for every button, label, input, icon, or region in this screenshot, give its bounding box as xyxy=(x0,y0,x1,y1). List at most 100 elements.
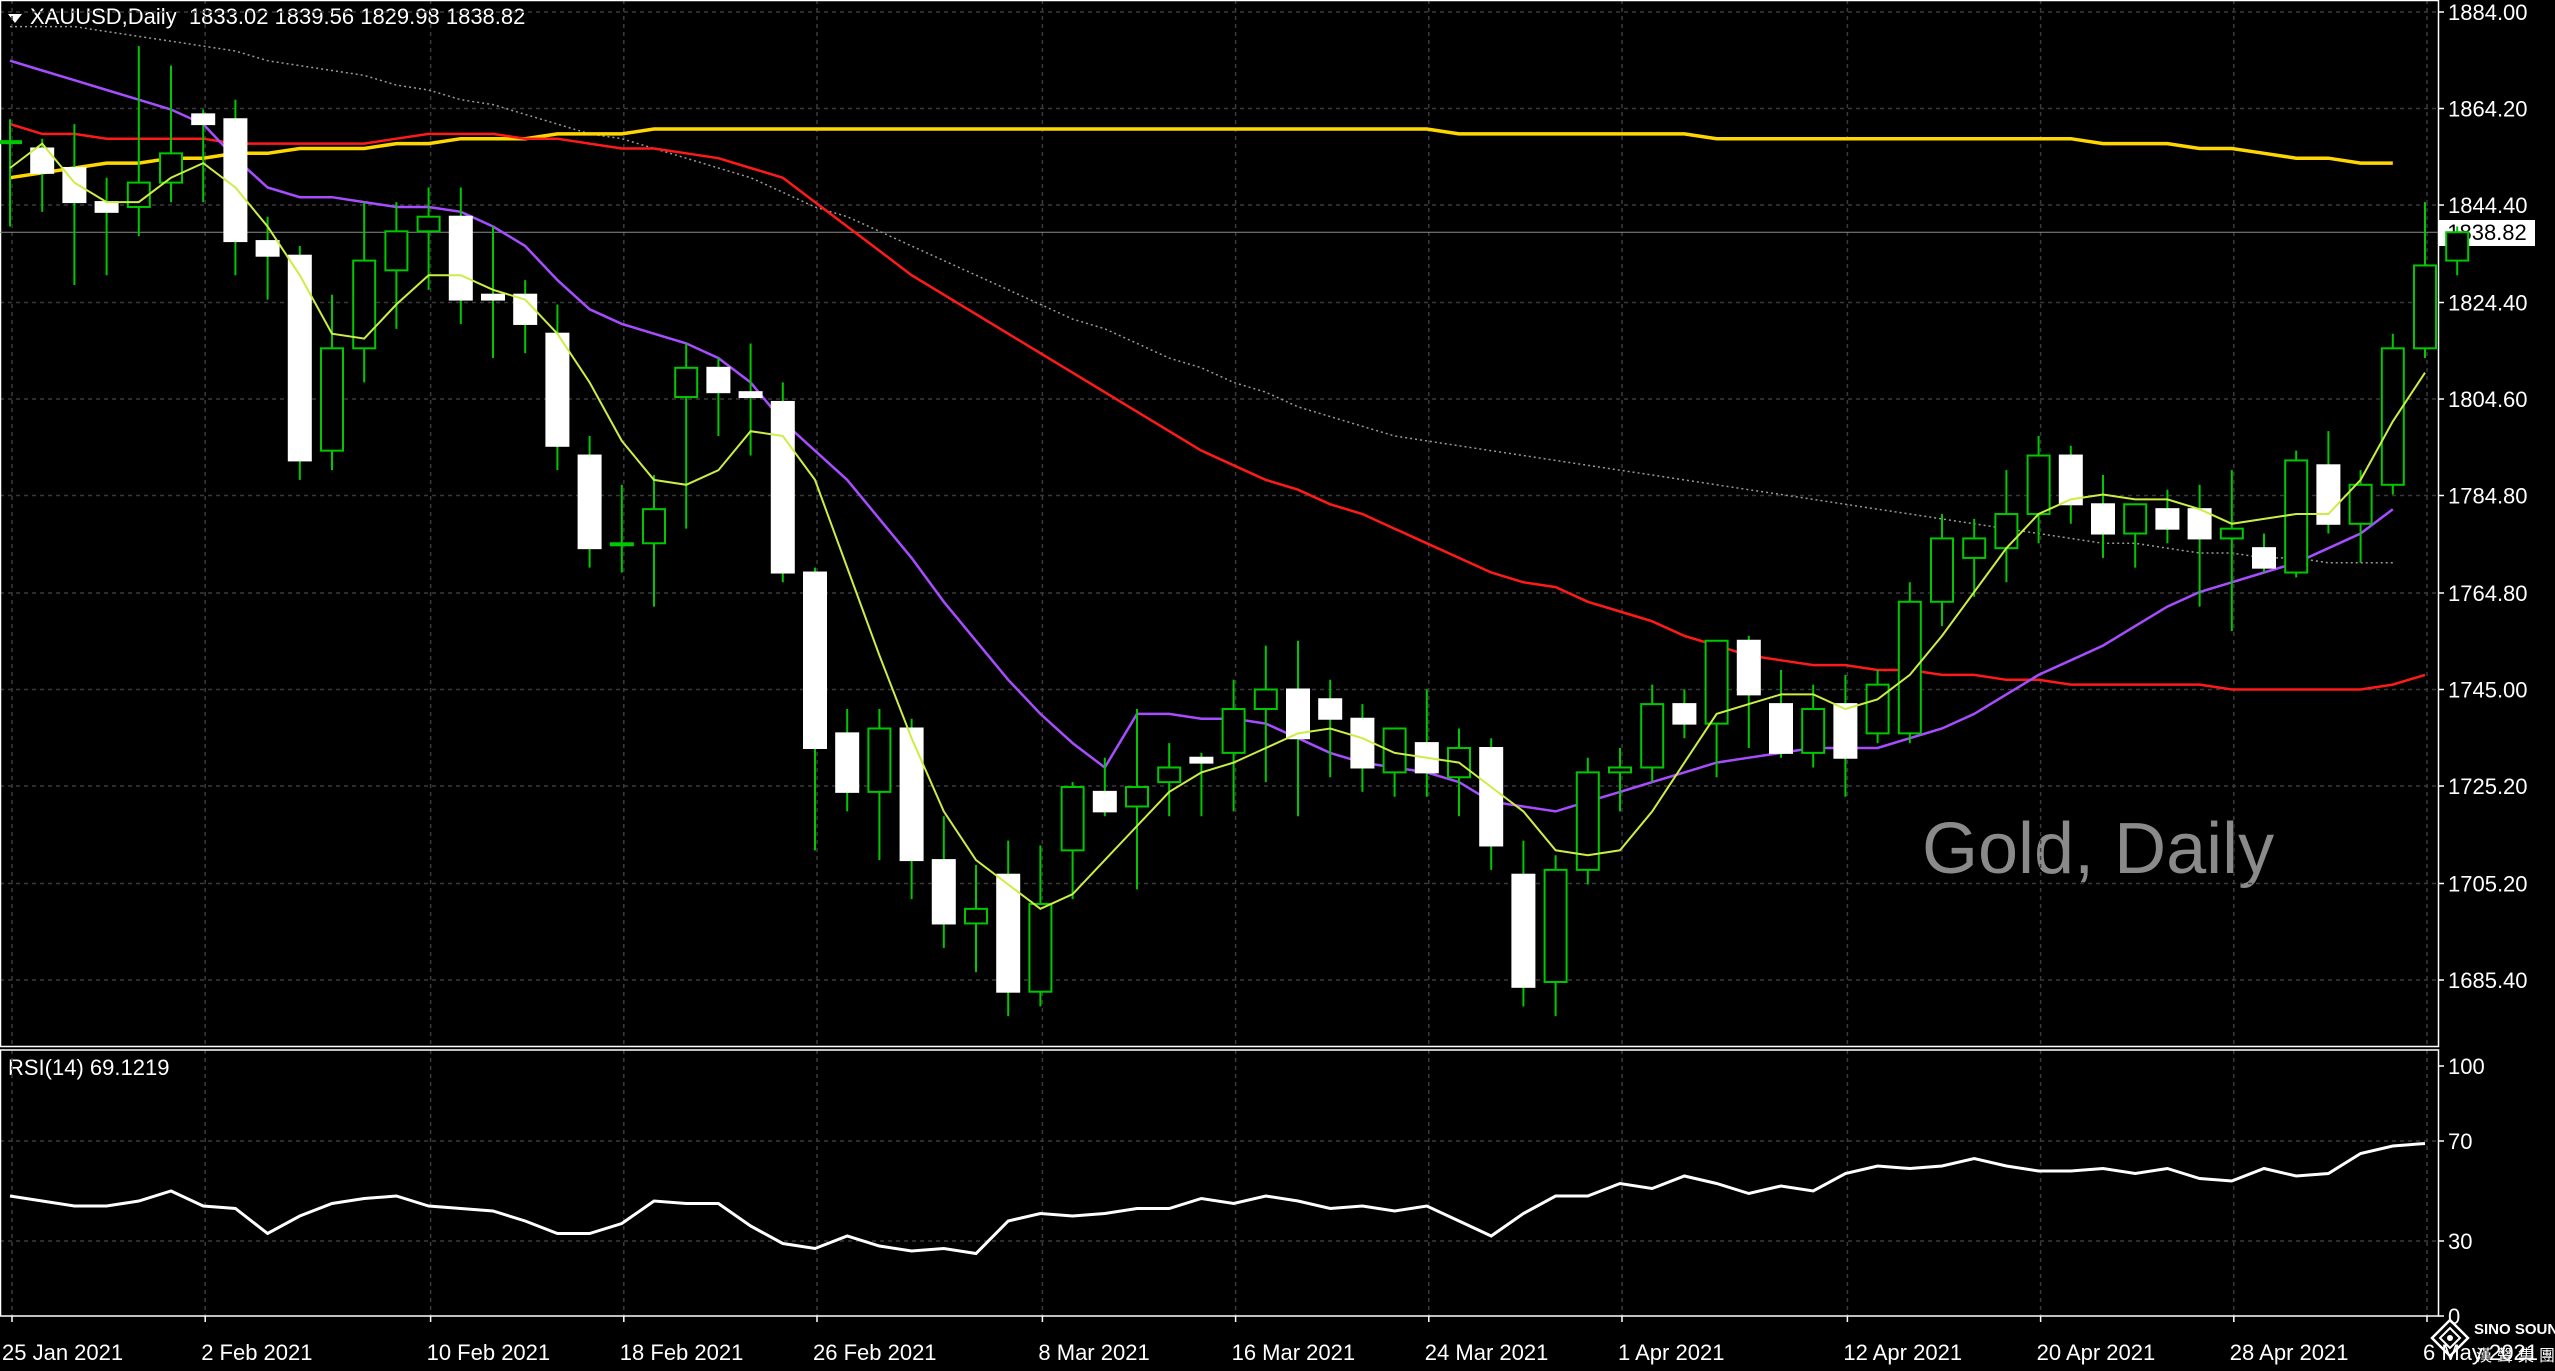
candle-bearish[interactable] xyxy=(257,241,279,256)
candle-bullish[interactable] xyxy=(0,141,21,143)
candle-bullish[interactable] xyxy=(2446,232,2468,260)
candle-bullish[interactable] xyxy=(1126,787,1148,806)
candle-bearish[interactable] xyxy=(1512,875,1534,987)
candle-bearish[interactable] xyxy=(1319,699,1341,718)
price-axis-label: 1884.00 xyxy=(2448,0,2528,25)
date-axis-label: 16 Mar 2021 xyxy=(1232,1340,1356,1365)
candle-bullish[interactable] xyxy=(1545,870,1567,982)
candle-bullish[interactable] xyxy=(1899,602,1921,734)
candle-bullish[interactable] xyxy=(1029,904,1051,992)
price-axis-label: 1745.00 xyxy=(2448,678,2528,703)
rsi-axis-label: 0 xyxy=(2448,1304,2460,1329)
candle-bullish[interactable] xyxy=(321,348,343,450)
grid xyxy=(0,0,2438,1316)
candle-bullish[interactable] xyxy=(353,261,375,349)
candle-bullish[interactable] xyxy=(1223,709,1245,753)
candle-bullish[interactable] xyxy=(1802,709,1824,753)
ma-red-line xyxy=(10,124,2425,689)
candle-bearish[interactable] xyxy=(1673,704,1695,723)
candle-bullish[interactable] xyxy=(2124,504,2146,533)
ma-fast-line xyxy=(10,144,2425,909)
rsi-line xyxy=(10,1144,2425,1254)
candle-bullish[interactable] xyxy=(128,183,150,207)
candle-bearish[interactable] xyxy=(1480,748,1502,845)
candle-bearish[interactable] xyxy=(1351,719,1373,768)
candle-bullish[interactable] xyxy=(1931,538,1953,601)
date-axis-label: 10 Feb 2021 xyxy=(427,1340,551,1365)
candle-bearish[interactable] xyxy=(546,334,568,446)
main-pane-frame xyxy=(1,1,2439,1047)
candle-bullish[interactable] xyxy=(2382,348,2404,484)
price-axis-label: 1725.20 xyxy=(2448,774,2528,799)
date-axis-label: 24 Mar 2021 xyxy=(1425,1340,1549,1365)
candle-bearish[interactable] xyxy=(707,368,729,392)
candle-bearish[interactable] xyxy=(2253,548,2275,567)
date-axis-label: 12 Apr 2021 xyxy=(1843,1340,1962,1365)
rsi-axis-label: 30 xyxy=(2448,1229,2472,1254)
price-axis-label: 1844.40 xyxy=(2448,193,2528,218)
candle-bearish[interactable] xyxy=(2092,504,2114,533)
candle-bearish[interactable] xyxy=(2156,509,2178,528)
date-axis-label: 26 Feb 2021 xyxy=(813,1340,937,1365)
candle-bearish[interactable] xyxy=(1094,792,1116,811)
candle-bearish[interactable] xyxy=(2060,456,2082,505)
ma-gold-line xyxy=(10,129,2393,178)
candle-bullish[interactable] xyxy=(2028,456,2050,514)
candle-bearish[interactable] xyxy=(579,456,601,549)
date-axis-label: 20 Apr 2021 xyxy=(2037,1340,2156,1365)
candle-bearish[interactable] xyxy=(836,733,858,791)
candle-bearish[interactable] xyxy=(96,202,118,212)
candle-bearish[interactable] xyxy=(933,860,955,923)
candle-bullish[interactable] xyxy=(1641,704,1663,767)
ma-purple-line xyxy=(10,61,2393,812)
candle-bullish[interactable] xyxy=(643,509,665,543)
candle-bearish[interactable] xyxy=(901,728,923,860)
price-axis: 1884.001864.201844.401824.401804.601784.… xyxy=(2438,0,2528,993)
price-axis-label: 1784.80 xyxy=(2448,484,2528,509)
price-axis-label: 1705.20 xyxy=(2448,871,2528,896)
candle-bullish[interactable] xyxy=(1255,690,1277,709)
candle-bullish[interactable] xyxy=(1158,767,1180,782)
candle-bearish[interactable] xyxy=(1190,758,1212,763)
candle-bearish[interactable] xyxy=(450,217,472,300)
rsi-axis: 10070300 xyxy=(2438,1054,2485,1329)
candle-bearish[interactable] xyxy=(1770,704,1792,753)
candle-bearish[interactable] xyxy=(1738,641,1760,695)
candle-bearish[interactable] xyxy=(997,875,1019,992)
candle-bearish[interactable] xyxy=(1834,704,1856,758)
candle-bearish[interactable] xyxy=(192,114,214,124)
candle-bullish[interactable] xyxy=(965,909,987,924)
candle-bullish[interactable] xyxy=(2414,265,2436,348)
candle-bullish[interactable] xyxy=(1963,538,1985,557)
candle-bullish[interactable] xyxy=(1062,787,1084,850)
candle-bullish[interactable] xyxy=(1995,514,2017,548)
candle-bearish[interactable] xyxy=(1287,690,1309,739)
candle-bullish[interactable] xyxy=(2350,485,2372,524)
candle-bullish[interactable] xyxy=(611,543,633,545)
rsi-axis-label: 70 xyxy=(2448,1129,2472,1154)
candle-bearish[interactable] xyxy=(289,256,311,461)
price-axis-label: 1804.60 xyxy=(2448,387,2528,412)
candle-bearish[interactable] xyxy=(2317,465,2339,523)
date-axis-label: 18 Feb 2021 xyxy=(620,1340,744,1365)
candle-bearish[interactable] xyxy=(224,119,246,241)
date-axis-label: 25 Jan 2021 xyxy=(2,1340,123,1365)
candle-bullish[interactable] xyxy=(1609,767,1631,772)
price-axis-label: 1824.40 xyxy=(2448,290,2528,315)
date-axis-label: 28 Apr 2021 xyxy=(2230,1340,2349,1365)
candle-bullish[interactable] xyxy=(418,217,440,232)
candle-bearish[interactable] xyxy=(740,392,762,397)
candle-bullish[interactable] xyxy=(1867,685,1889,734)
price-axis-label: 1764.80 xyxy=(2448,581,2528,606)
candle-bullish[interactable] xyxy=(2221,529,2243,539)
date-axis-label: 8 Mar 2021 xyxy=(1038,1340,1149,1365)
candle-bearish[interactable] xyxy=(804,573,826,748)
candle-bullish[interactable] xyxy=(2285,460,2307,572)
candle-bearish[interactable] xyxy=(772,402,794,573)
candle-bearish[interactable] xyxy=(482,295,504,300)
price-axis-label: 1685.40 xyxy=(2448,968,2528,993)
candle-bullish[interactable] xyxy=(675,368,697,397)
candle-bullish[interactable] xyxy=(868,728,890,791)
candle-bullish[interactable] xyxy=(385,231,407,270)
